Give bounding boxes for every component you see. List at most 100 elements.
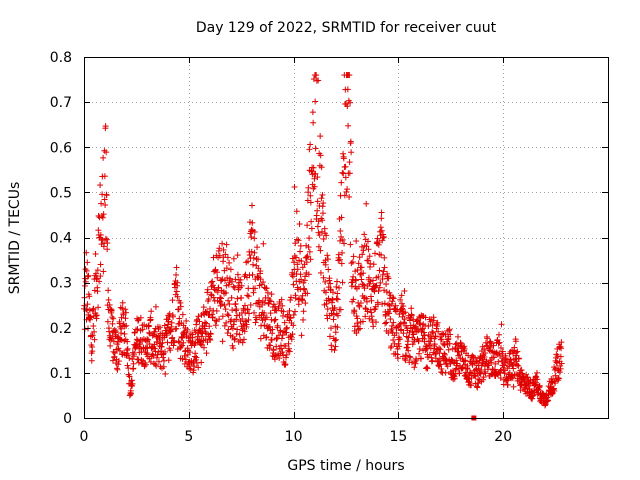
- data-point: [124, 345, 131, 352]
- data-point: [314, 174, 321, 181]
- data-point: [104, 318, 111, 325]
- data-point: [220, 246, 227, 253]
- data-point: [447, 331, 454, 338]
- data-point: [245, 310, 252, 317]
- data-point: [176, 315, 183, 322]
- data-point: [390, 295, 397, 302]
- data-point: [121, 330, 128, 337]
- data-point: [359, 318, 366, 325]
- data-point: [233, 306, 240, 313]
- data-point: [449, 367, 456, 374]
- data-point: [363, 200, 370, 207]
- data-point: [226, 301, 233, 308]
- data-point: [360, 270, 367, 277]
- data-point: [145, 336, 152, 343]
- data-point: [230, 283, 237, 290]
- data-point: [474, 384, 481, 391]
- data-point: [232, 307, 239, 314]
- data-point: [370, 261, 377, 268]
- data-point: [356, 303, 363, 310]
- data-point: [294, 266, 301, 273]
- data-point: [333, 336, 340, 343]
- data-point: [307, 141, 314, 148]
- data-point: [231, 336, 238, 343]
- data-point: [380, 233, 387, 240]
- data-point: [131, 351, 138, 358]
- data-point: [97, 261, 104, 268]
- data-point: [334, 296, 341, 303]
- data-point: [241, 302, 248, 309]
- data-point: [208, 283, 215, 290]
- data-point: [424, 365, 431, 372]
- data-point: [179, 311, 186, 318]
- data-point: [415, 327, 422, 334]
- data-point: [328, 346, 335, 353]
- data-point: [95, 304, 102, 311]
- data-point: [109, 320, 116, 327]
- data-point: [297, 271, 304, 278]
- data-point: [250, 261, 257, 268]
- data-point: [257, 335, 264, 342]
- data-point: [114, 366, 121, 373]
- data-point: [471, 372, 478, 379]
- data-point: [322, 261, 329, 268]
- data-point: [314, 223, 321, 230]
- data-point: [202, 328, 209, 335]
- data-point: [408, 305, 415, 312]
- data-point: [390, 319, 397, 326]
- data-point: [286, 348, 293, 355]
- data-point: [447, 360, 454, 367]
- data-point: [316, 232, 323, 239]
- data-point: [330, 289, 337, 296]
- data-point: [430, 317, 437, 324]
- data-point: [129, 349, 136, 356]
- data-point: [282, 354, 289, 361]
- data-point: [460, 344, 467, 351]
- data-point: [261, 309, 268, 316]
- data-point: [146, 329, 153, 336]
- data-point: [334, 278, 341, 285]
- data-point: [312, 170, 319, 177]
- data-point: [287, 315, 294, 322]
- data-point: [197, 341, 204, 348]
- data-point: [354, 267, 361, 274]
- data-point: [224, 254, 231, 261]
- data-point: [478, 366, 485, 373]
- data-point: [490, 342, 497, 349]
- data-point: [201, 325, 208, 332]
- data-point: [168, 323, 175, 330]
- data-point: [99, 214, 106, 221]
- data-point: [376, 284, 383, 291]
- data-point: [223, 282, 230, 289]
- data-point: [298, 276, 305, 283]
- data-point: [403, 352, 410, 359]
- data-point: [103, 192, 110, 199]
- data-point: [311, 183, 318, 190]
- data-point: [365, 274, 372, 281]
- data-point: [242, 309, 249, 316]
- data-point: [473, 367, 480, 374]
- data-point: [226, 259, 233, 266]
- data-point: [219, 240, 226, 247]
- data-point: [389, 294, 396, 301]
- data-point: [396, 321, 403, 328]
- data-point: [222, 306, 229, 313]
- data-point: [398, 292, 405, 299]
- data-point: [264, 289, 271, 296]
- data-point: [165, 318, 172, 325]
- data-point: [101, 196, 108, 203]
- data-point: [103, 149, 110, 156]
- data-point: [128, 377, 135, 384]
- data-point: [133, 343, 140, 350]
- data-point: [394, 355, 401, 362]
- data-point: [304, 197, 311, 204]
- data-point: [423, 345, 430, 352]
- data-point: [124, 347, 131, 354]
- data-point: [234, 326, 241, 333]
- data-point: [358, 276, 365, 283]
- data-point: [413, 357, 420, 364]
- data-point: [203, 350, 210, 357]
- data-point: [151, 345, 158, 352]
- data-point: [135, 317, 142, 324]
- data-point: [298, 258, 305, 265]
